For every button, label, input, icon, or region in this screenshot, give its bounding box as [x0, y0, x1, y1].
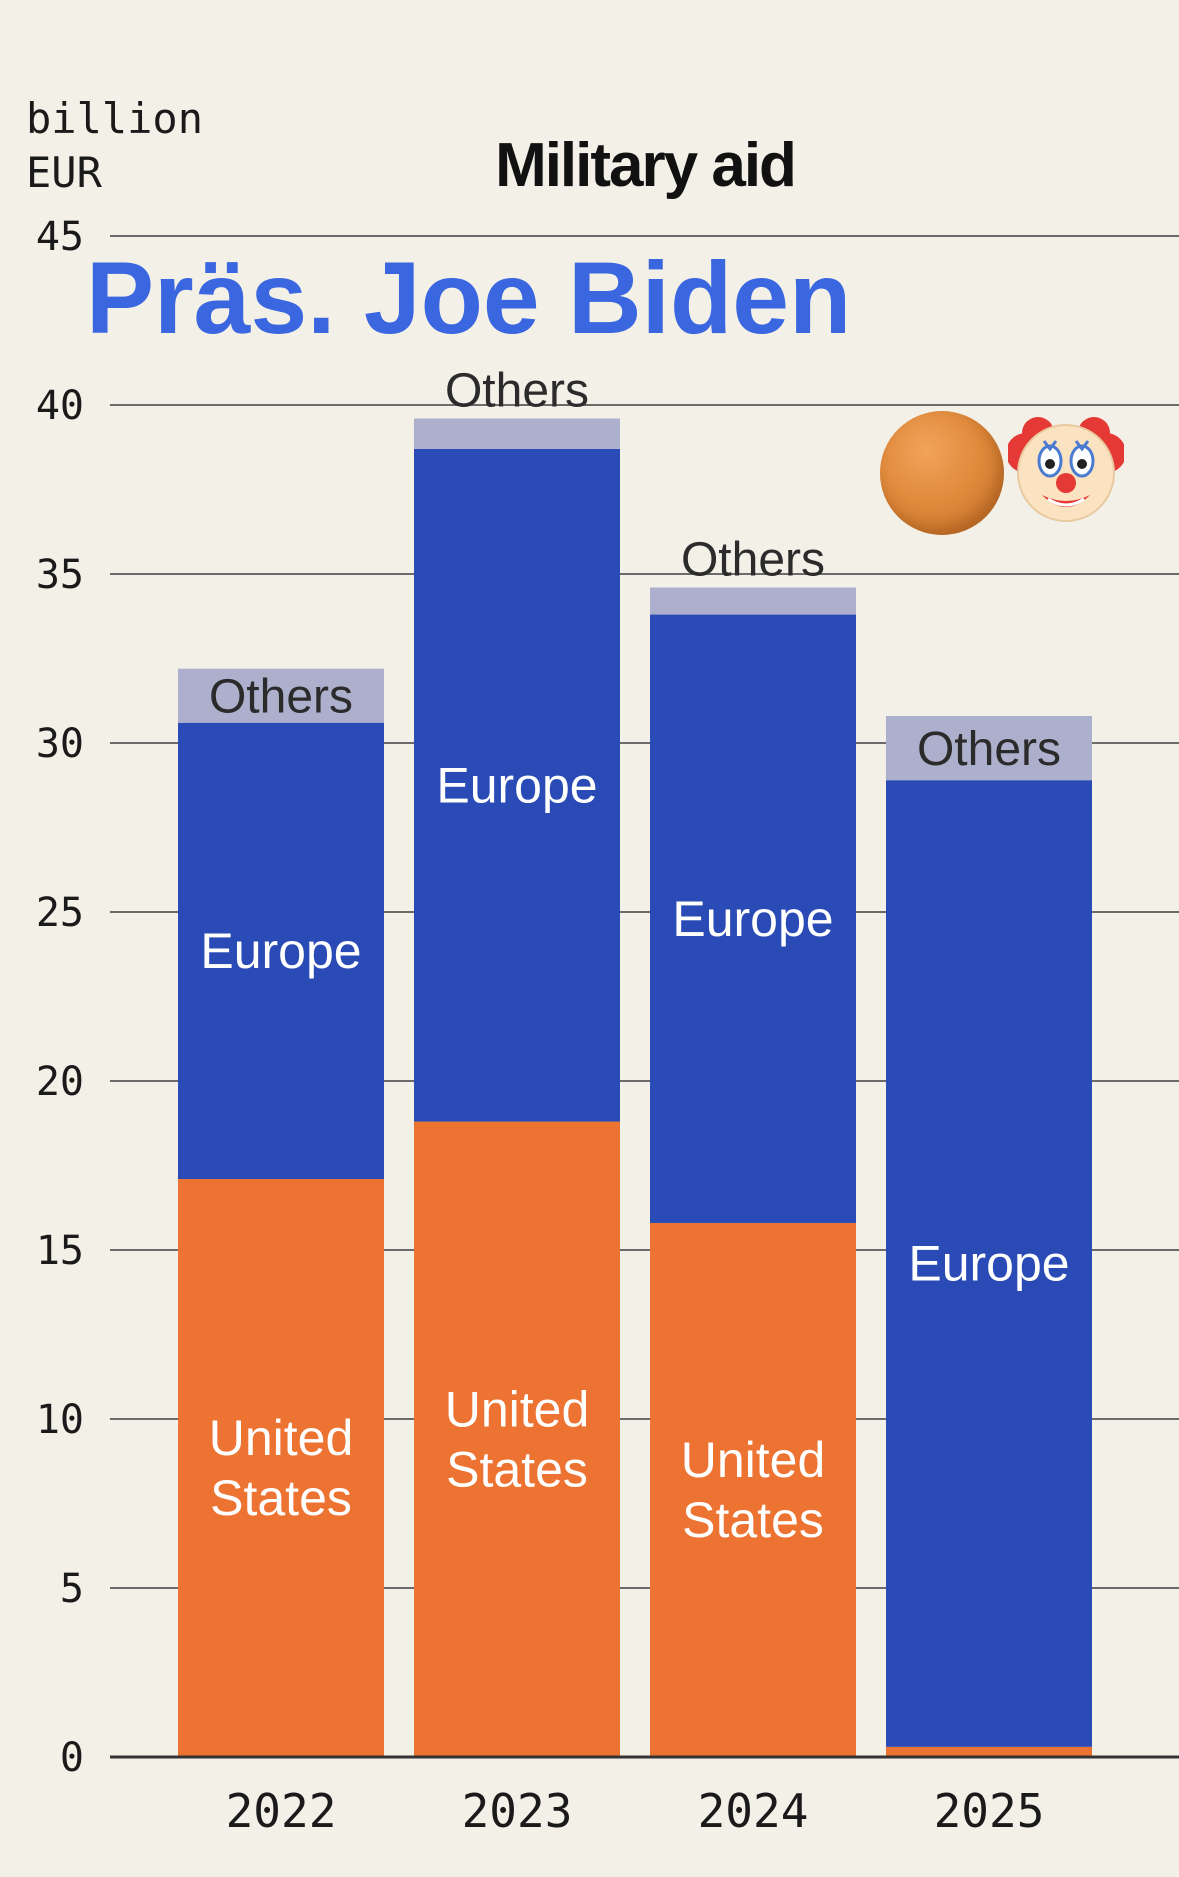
- bar-segment: [414, 1121, 620, 1757]
- data-label: Others: [209, 671, 353, 724]
- bar-segment: [886, 715, 1092, 781]
- y-tick-label: 35: [36, 552, 84, 598]
- data-label-line: Europe: [908, 1236, 1069, 1292]
- unit-line-1: billion: [26, 94, 204, 143]
- bars: [178, 418, 1092, 1757]
- y-axis-unit-label: billion EUR: [26, 92, 203, 200]
- y-tick-label: 30: [36, 721, 84, 767]
- data-label-line: United: [681, 1432, 826, 1488]
- data-label: Europe: [436, 757, 597, 813]
- data-label-line: States: [446, 1441, 588, 1497]
- y-tick-label: 15: [36, 1228, 84, 1274]
- bar-segment: [650, 1222, 856, 1757]
- overlay-caption: Präs. Joe Biden: [86, 241, 852, 355]
- data-label: United States: [681, 1432, 826, 1548]
- x-tick-label: 2025: [934, 1784, 1045, 1838]
- bar-segment: [178, 722, 384, 1180]
- x-tick-label: 2022: [226, 1784, 337, 1838]
- x-tick-label: 2024: [698, 1784, 809, 1838]
- unit-line-2: EUR: [26, 148, 102, 197]
- data-label: Others: [445, 365, 589, 418]
- data-label-line: United: [209, 1410, 354, 1466]
- bar-segment: [886, 1746, 1092, 1757]
- data-label-line: Europe: [672, 891, 833, 947]
- data-label: Europe: [200, 923, 361, 979]
- y-tick-label: 45: [36, 214, 84, 260]
- y-tick-label: 5: [60, 1566, 84, 1612]
- bar-segment: [650, 614, 856, 1223]
- chart-title: Military aid: [495, 131, 797, 200]
- data-label-line: Europe: [200, 923, 361, 979]
- y-tick-label: 20: [36, 1059, 84, 1105]
- bar-segment: [414, 448, 620, 1122]
- data-label: United States: [209, 1410, 354, 1526]
- bar-segment: [650, 587, 856, 615]
- data-label: Europe: [672, 891, 833, 947]
- clown-face-icon: [1006, 411, 1126, 527]
- data-label-line: Europe: [436, 757, 597, 813]
- data-label: Europe: [908, 1236, 1069, 1292]
- data-label-line: States: [682, 1492, 824, 1548]
- bar-segment: [178, 668, 384, 723]
- bar-segment: [178, 1179, 384, 1757]
- orange-circle-icon: [880, 411, 1004, 535]
- data-label: Others: [681, 534, 825, 587]
- data-label-line: States: [210, 1470, 352, 1526]
- bar-segment: [414, 418, 620, 449]
- y-tick-label: 10: [36, 1397, 84, 1443]
- y-tick-label: 0: [60, 1735, 84, 1781]
- data-label: United States: [445, 1381, 590, 1497]
- data-label-line: United: [445, 1381, 590, 1437]
- x-tick-label: 2023: [462, 1784, 573, 1838]
- y-tick-label: 25: [36, 890, 84, 936]
- data-label: Others: [917, 723, 1061, 776]
- y-tick-label: 40: [36, 383, 84, 429]
- bar-segment: [886, 780, 1092, 1747]
